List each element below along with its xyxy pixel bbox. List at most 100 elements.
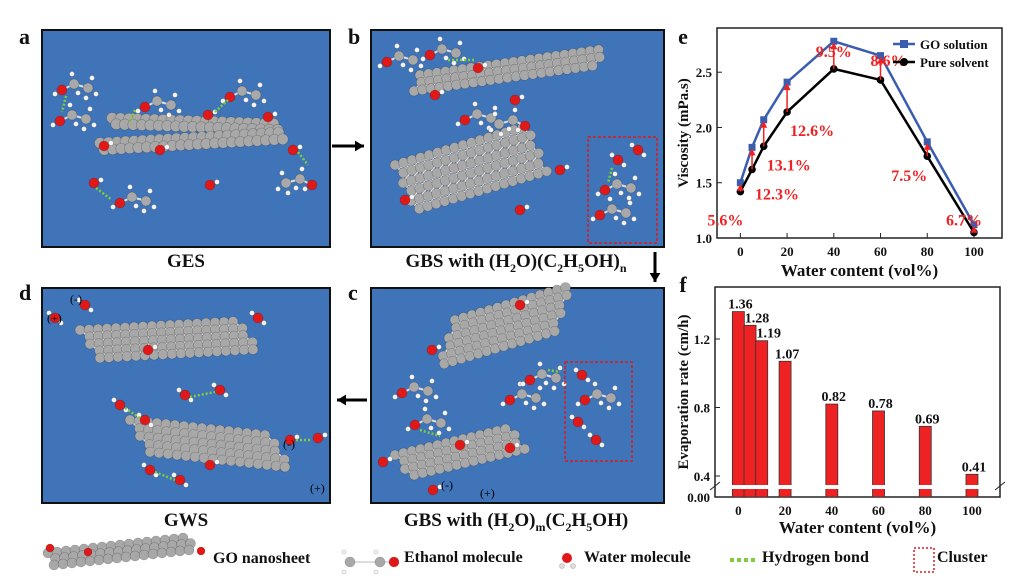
carbon-atom <box>84 555 96 567</box>
legend-marker-pure <box>900 58 908 66</box>
y-tick-label: 2.5 <box>696 65 713 80</box>
hydrogen-atom <box>613 215 619 221</box>
hydrogen-atom <box>612 171 618 177</box>
carbon-atom <box>344 556 356 568</box>
oxygen-atom <box>139 414 151 426</box>
caption-sub: 2 <box>565 519 572 534</box>
hydrogen-atom <box>418 63 424 69</box>
hydrogen-atom <box>446 426 452 432</box>
hydrogen-atom <box>243 97 249 103</box>
oxygen-atom <box>312 432 324 444</box>
carbon-atom <box>94 352 106 364</box>
carbon-atom <box>174 545 186 557</box>
hydrogen-atom <box>148 422 154 428</box>
oxygen-atom <box>262 111 274 123</box>
carbon-atom <box>147 548 159 560</box>
hydrogen-atom <box>211 382 217 388</box>
carbon-atom <box>162 448 174 460</box>
percent-increase-label: 12.6% <box>790 123 834 140</box>
carbon-atom <box>183 544 195 556</box>
hydrogen-atom <box>69 71 75 77</box>
hydrogen-atom <box>436 344 442 350</box>
oxygen-atom <box>599 184 611 196</box>
hydrogen-atom <box>176 108 182 114</box>
carbon-atom <box>124 414 136 426</box>
hydrogen-atom <box>524 299 530 305</box>
carbon-atom <box>435 417 447 429</box>
hydrogen-atom <box>537 385 543 391</box>
carbon-atom <box>129 550 141 562</box>
hydrogen-atom <box>559 563 565 569</box>
carbon-atom <box>82 82 94 94</box>
arrow-a-to-b-head <box>355 140 364 152</box>
carbon-atom <box>93 554 105 566</box>
hydrogen-atom <box>616 401 622 407</box>
hydrogen-atom <box>599 442 605 448</box>
oxygen-atom <box>612 154 624 166</box>
carbon-atom <box>112 351 124 363</box>
carbon-atom <box>189 451 201 463</box>
hydrogen-atom <box>541 401 547 407</box>
panel-letter-f: f <box>679 272 687 297</box>
panel-letter-d: d <box>19 280 32 305</box>
hydrogen-atom <box>429 378 435 384</box>
hydrogen-atom <box>621 162 627 168</box>
carbon-atom <box>165 546 177 558</box>
oxygen-atom <box>196 546 206 556</box>
go-solution-point <box>970 221 978 229</box>
hydrogen-atom <box>408 67 414 73</box>
hydrogen-atom <box>81 126 87 132</box>
hydrogen-atom <box>127 184 133 190</box>
hydrogen-atom <box>302 186 308 192</box>
bar <box>755 340 769 498</box>
hydrogen-atom <box>405 426 411 432</box>
oxygen-atom <box>381 56 393 68</box>
hydrogen-bond <box>124 406 141 420</box>
percent-increase-label: 6.7% <box>946 212 982 229</box>
charge-label: (+) <box>310 481 325 495</box>
carbon-atom <box>66 557 78 569</box>
hydrogen-atom <box>152 344 158 350</box>
hydrogen-atom <box>472 101 478 107</box>
carbon-atom <box>493 118 505 130</box>
hydrogen-atom <box>261 320 267 326</box>
hydrogen-atom <box>111 397 117 403</box>
y-tick-label: 2.0 <box>696 120 712 135</box>
hydrogen-atom <box>531 405 537 411</box>
carbon-atom <box>533 158 544 169</box>
hydrogen-atom <box>89 75 95 81</box>
hydrogen-atom <box>590 216 596 222</box>
oxygen-atom <box>142 344 154 356</box>
oxygen-atom <box>454 439 466 451</box>
carbon-atom <box>533 147 545 159</box>
hydrogen-atom <box>636 191 642 197</box>
hydrogen-atom <box>457 40 463 46</box>
hydrogen-atom <box>626 195 632 201</box>
hydrogen-atom <box>67 102 73 108</box>
hydrogen-bond <box>60 95 68 113</box>
y-tick-label: 0.00 <box>687 490 710 505</box>
percent-increase-label: 12.3% <box>755 186 799 203</box>
increase-arrow-head <box>830 42 838 50</box>
hydrogen-atom <box>75 90 81 96</box>
carbon-atom <box>519 443 531 455</box>
bar-value-label: 1.19 <box>756 327 781 342</box>
hydrogen-atom <box>482 62 488 68</box>
x-tick-label: 20 <box>779 503 792 518</box>
oxygen-atom <box>54 115 66 127</box>
hydrogen-atom <box>261 98 267 104</box>
oxygen-atom <box>154 144 166 156</box>
oxygen-atom <box>98 140 110 152</box>
chart-f-frame <box>714 286 1001 498</box>
hydrogen-atom <box>275 186 281 192</box>
hydrogen-atom <box>564 164 570 170</box>
x-tick-label: 60 <box>874 244 887 259</box>
hydrogen-atom <box>551 385 557 391</box>
hydrogen-atom <box>152 88 158 94</box>
carbon-atom <box>220 345 232 357</box>
legend-go-nanosheet: GO nanosheet <box>213 550 311 567</box>
carbon-atom <box>555 307 567 319</box>
legend-ethanol: Ethanol molecule <box>404 549 523 566</box>
bar-value-label: 1.28 <box>745 311 770 326</box>
hydrogen-atom <box>46 310 52 316</box>
